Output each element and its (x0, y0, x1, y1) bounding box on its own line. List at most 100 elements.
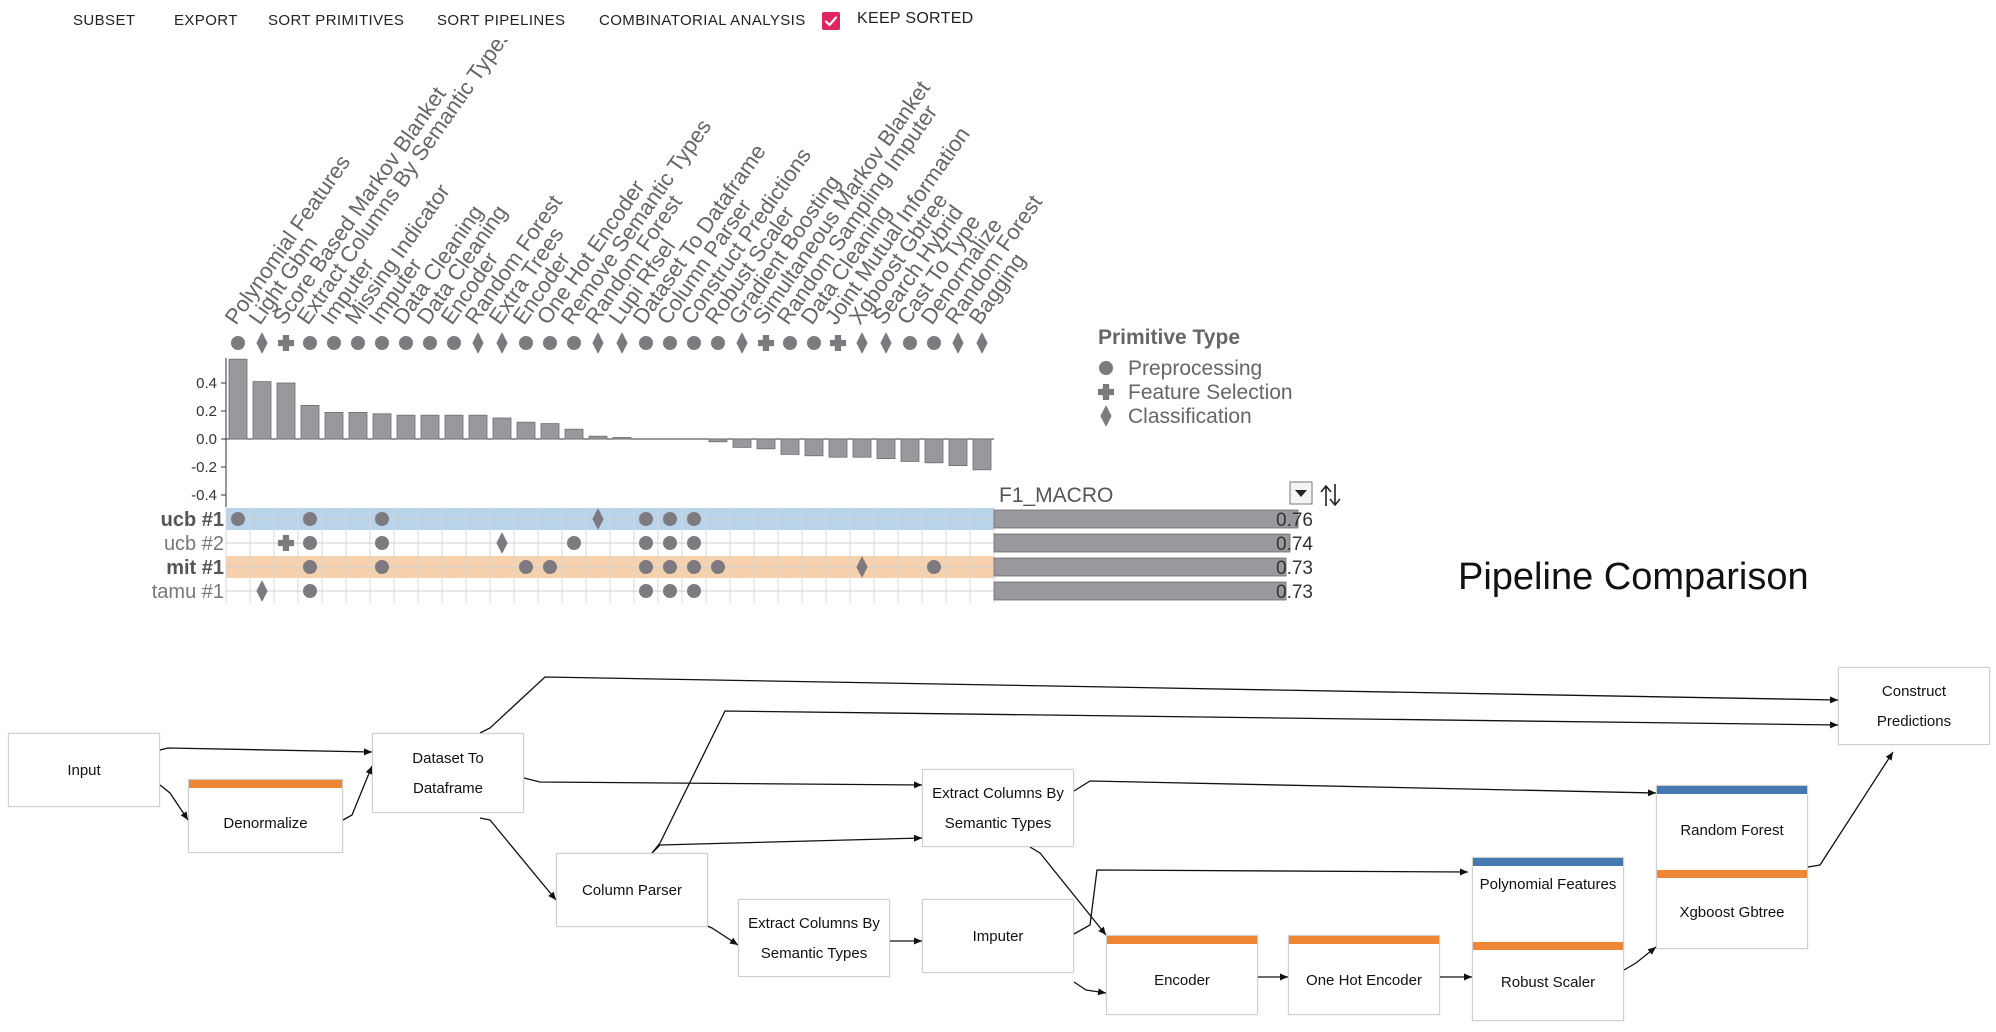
importance-bar (852, 438, 872, 458)
graph-edge (1623, 946, 1657, 971)
circle-icon (783, 336, 797, 350)
pipeline-cell-circle-icon (687, 584, 701, 598)
pipeline-cell-circle-icon (687, 512, 701, 526)
importance-bar (756, 438, 776, 450)
pipeline-cell-diamond-icon (856, 556, 868, 578)
importance-bar (396, 414, 416, 440)
score-bar (993, 581, 1287, 601)
pipeline-rows: ucb #1 0.76 ucb #2 0.74 mit #1 0.73 tamu #1 0.7… (152, 508, 1313, 603)
node-label: Robust Scaler (1500, 974, 1596, 991)
plus-icon (829, 334, 847, 352)
node-label: Column Parser (581, 882, 683, 899)
pipeline-cell-circle-icon (663, 560, 677, 574)
importance-bar (348, 411, 368, 440)
circle-icon (351, 336, 365, 350)
importance-bar (708, 438, 728, 443)
node-input[interactable]: Input (8, 733, 160, 807)
node-random-forest-xgboost[interactable]: Random Forest Xgboost Gbtree (1656, 785, 1808, 949)
node-label: Xgboost Gbtree (1679, 904, 1785, 921)
importance-bar (540, 423, 560, 440)
axis-tick-label: 0.4 (196, 375, 217, 392)
pipeline-cell-circle-icon (639, 560, 653, 574)
graph-edge (159, 747, 373, 756)
circle-icon (903, 336, 917, 350)
pipeline-b-bar (1107, 936, 1257, 944)
pipeline-cell-circle-icon (663, 536, 677, 550)
node-encoder[interactable]: Encoder (1106, 935, 1258, 1015)
keep-sorted-checkbox[interactable] (822, 12, 840, 30)
node-label: Extract Columns By Semantic Types (932, 785, 1064, 832)
score-value: 0.76 (1276, 510, 1313, 531)
graph-edge (479, 817, 557, 901)
pipeline-cell-circle-icon (303, 584, 317, 598)
graph-edge (651, 710, 1839, 854)
node-label: One Hot Encoder (1306, 972, 1422, 989)
circle-icon (927, 336, 941, 350)
node-polynomial-robust[interactable]: Polynomial Features Robust Scaler (1472, 857, 1624, 1021)
node-imputer[interactable]: Imputer (922, 899, 1074, 973)
export-button[interactable]: EXPORT (174, 12, 238, 29)
graph-edge (523, 777, 923, 789)
importance-bar (324, 411, 344, 440)
importance-bar (372, 413, 392, 440)
pipeline-row[interactable]: ucb #1 0.76 (161, 508, 1313, 531)
pipeline-cell-circle-icon (231, 512, 245, 526)
sort-pipelines-button[interactable]: SORT PIPELINES (437, 12, 566, 29)
importance-bar (228, 358, 248, 440)
importance-bars (228, 358, 992, 471)
pipeline-cell-circle-icon (375, 536, 389, 550)
legend-label: Preprocessing (1128, 357, 1262, 380)
pipeline-label: mit #1 (166, 557, 224, 579)
importance-bar (516, 421, 536, 440)
pipeline-row[interactable]: tamu #1 0.73 (152, 580, 1313, 603)
diamond-icon (256, 332, 268, 354)
plus-icon (757, 334, 775, 352)
node-label: Extract Columns By Semantic Types (748, 915, 880, 962)
node-one-hot-encoder[interactable]: One Hot Encoder (1288, 935, 1440, 1015)
node-dataset-to-dataframe[interactable]: Dataset To Dataframe (372, 733, 524, 813)
circle-icon (663, 336, 677, 350)
score-value: 0.73 (1276, 558, 1313, 579)
pipeline-cell-circle-icon (639, 584, 653, 598)
importance-bar (420, 414, 440, 440)
importance-bar (588, 435, 608, 440)
combinatorial-analysis-button[interactable]: COMBINATORIAL ANALYSIS (599, 12, 806, 29)
importance-bar (804, 438, 824, 457)
node-column-parser[interactable]: Column Parser (556, 853, 708, 927)
sort-direction-icon[interactable] (1320, 484, 1341, 507)
metric-dropdown[interactable] (1289, 481, 1313, 505)
graph-edge (1073, 868, 1469, 935)
importance-bar (780, 438, 800, 455)
pipeline-cell-circle-icon (567, 536, 581, 550)
diamond-icon (952, 332, 964, 354)
node-denormalize[interactable]: Denormalize (188, 779, 343, 853)
importance-bar (276, 382, 296, 440)
importance-bar (828, 438, 848, 458)
pipeline-row[interactable]: ucb #2 0.74 (164, 532, 1313, 555)
node-extract-columns-1[interactable]: Extract Columns By Semantic Types (922, 769, 1074, 847)
subset-button[interactable]: SUBSET (73, 12, 136, 29)
legend-title: Primitive Type (1098, 326, 1240, 349)
pipeline-cell-circle-icon (375, 560, 389, 574)
pipeline-cell-diamond-icon (496, 532, 508, 554)
graph-edges (159, 676, 1894, 996)
node-construct-predictions[interactable]: Construct Predictions (1838, 667, 1990, 745)
circle-icon (1099, 361, 1113, 375)
primitive-type-symbols (231, 332, 988, 354)
circle-icon (423, 336, 437, 350)
graph-edge (479, 676, 1839, 734)
pipeline-b-bar (1657, 870, 1807, 878)
graph-edge (651, 834, 923, 854)
sort-primitives-button[interactable]: SORT PRIMITIVES (268, 12, 405, 29)
diamond-icon (880, 332, 892, 354)
metric-label: F1_MACRO (999, 484, 1113, 507)
pipeline-cell-plus-icon (277, 534, 295, 552)
node-extract-columns-2[interactable]: Extract Columns By Semantic Types (738, 899, 890, 977)
axis-tick-label: 0.0 (196, 431, 217, 448)
circle-icon (303, 336, 317, 350)
axis-tick-label: 0.2 (196, 403, 217, 420)
pipeline-label: ucb #2 (164, 533, 224, 555)
graph-edge (1807, 751, 1894, 868)
pipeline-row[interactable]: mit #1 0.73 (166, 556, 1313, 579)
